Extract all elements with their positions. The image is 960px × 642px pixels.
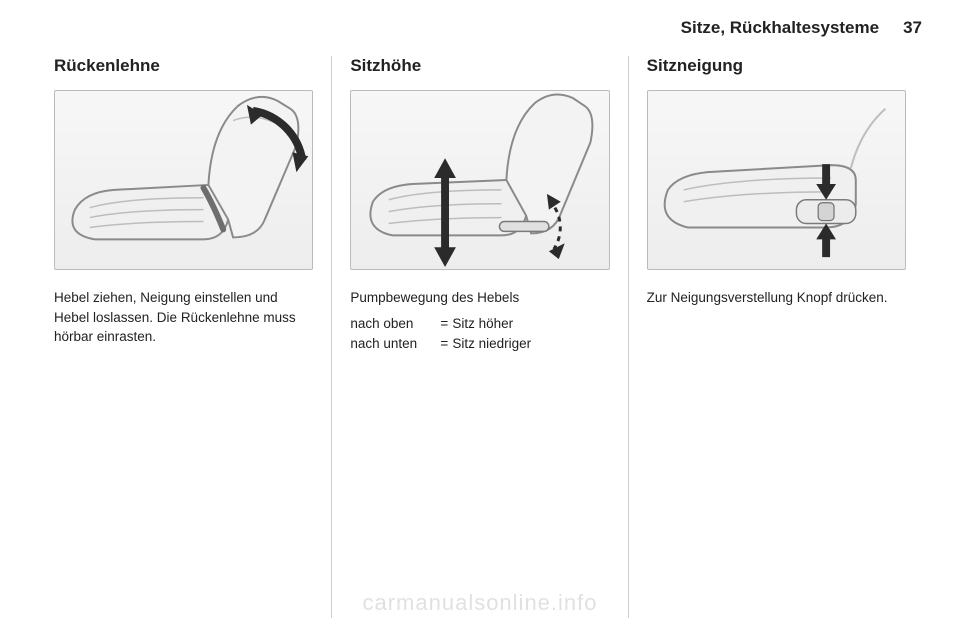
- header-page-number: 37: [903, 18, 922, 38]
- illustration-tilt: [647, 90, 906, 270]
- header-title: Sitze, Rückhaltesysteme: [681, 18, 879, 38]
- content-columns: Rückenlehne Hebel ziehen, Neigung einste…: [36, 56, 924, 618]
- illustration-height: [350, 90, 609, 270]
- row-value: Sitz höher: [452, 314, 513, 334]
- col-height: Sitzhöhe: [331, 56, 627, 618]
- col-backrest-body: Hebel ziehen, Neigung einstellen und Heb…: [54, 288, 313, 347]
- col-tilt-body: Zur Neigungsverstellung Knopf drücken.: [647, 288, 906, 308]
- col-height-body: Pumpbewegung des Hebels: [350, 288, 609, 308]
- equals-sign: =: [436, 314, 452, 334]
- height-direction-table: nach oben = Sitz höher nach unten = Sitz…: [350, 314, 609, 355]
- page-header: Sitze, Rückhaltesysteme 37: [681, 18, 922, 38]
- row-label: nach unten: [350, 334, 436, 354]
- seat-tilt-svg: [648, 91, 905, 269]
- table-row: nach unten = Sitz niedriger: [350, 334, 609, 354]
- col-tilt: Sitzneigung: [628, 56, 924, 618]
- col-tilt-title: Sitzneigung: [647, 56, 906, 76]
- table-row: nach oben = Sitz höher: [350, 314, 609, 334]
- equals-sign: =: [436, 334, 452, 354]
- col-height-title: Sitzhöhe: [350, 56, 609, 76]
- col-backrest: Rückenlehne Hebel ziehen, Neigung einste…: [36, 56, 331, 618]
- illustration-backrest: [54, 90, 313, 270]
- row-label: nach oben: [350, 314, 436, 334]
- seat-height-svg: [351, 91, 608, 269]
- seat-backrest-svg: [55, 91, 312, 269]
- row-value: Sitz niedriger: [452, 334, 531, 354]
- col-backrest-title: Rückenlehne: [54, 56, 313, 76]
